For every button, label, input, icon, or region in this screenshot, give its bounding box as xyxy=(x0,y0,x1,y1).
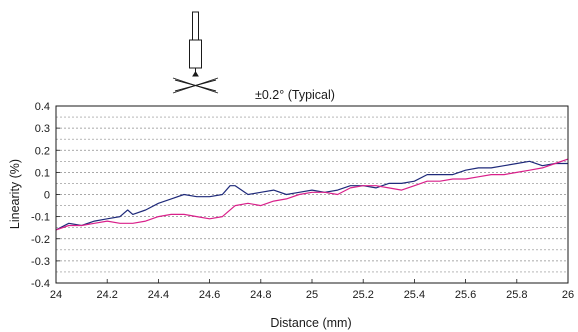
x-axis-label: Distance (mm) xyxy=(270,316,351,330)
x-tick-label: 25.2 xyxy=(352,289,373,301)
x-tick-label: 25.8 xyxy=(506,289,527,301)
x-tick-label: 24.6 xyxy=(199,289,220,301)
x-tick-label: 24.4 xyxy=(148,289,169,301)
x-tick-label: 26 xyxy=(562,289,574,301)
series-line-1 xyxy=(55,160,568,231)
x-tick-label: 25 xyxy=(306,289,318,301)
x-tick-label: 25.6 xyxy=(455,289,476,301)
chart-annotation: ±0.2° (Typical) xyxy=(255,88,335,102)
x-axis-ticks: 24 24.2 24.4 24.6 24.8 25 25.2 25.4 25.6 25.8 26 xyxy=(50,279,574,301)
y-tick-label: 0.2 xyxy=(35,145,50,157)
series-line-2 xyxy=(55,158,569,231)
x-tick-label: 25.4 xyxy=(404,289,425,301)
y-axis-label: Linearity (%) xyxy=(8,159,22,229)
y-tick-label: -0.2 xyxy=(31,234,50,246)
grid-lines xyxy=(56,116,568,273)
y-tick-label: -0.1 xyxy=(31,212,50,224)
y-tick-label: 0.3 xyxy=(35,123,50,135)
y-tick-label: 0.4 xyxy=(35,101,50,113)
y-axis-ticks: 0.4 0.3 0.2 0.1 0 -0.1 -0.2 -0.3 -0.4 xyxy=(31,101,60,290)
x-tick-label: 24 xyxy=(50,289,62,301)
y-tick-label: -0.4 xyxy=(31,278,50,290)
sensor-diagram xyxy=(172,11,219,94)
y-tick-label: 0 xyxy=(44,190,50,202)
x-tick-label: 24.2 xyxy=(96,289,117,301)
x-tick-label: 24.8 xyxy=(250,289,271,301)
y-tick-label: 0.1 xyxy=(35,167,50,179)
series-lines xyxy=(55,158,569,231)
y-tick-label: -0.3 xyxy=(31,256,50,268)
